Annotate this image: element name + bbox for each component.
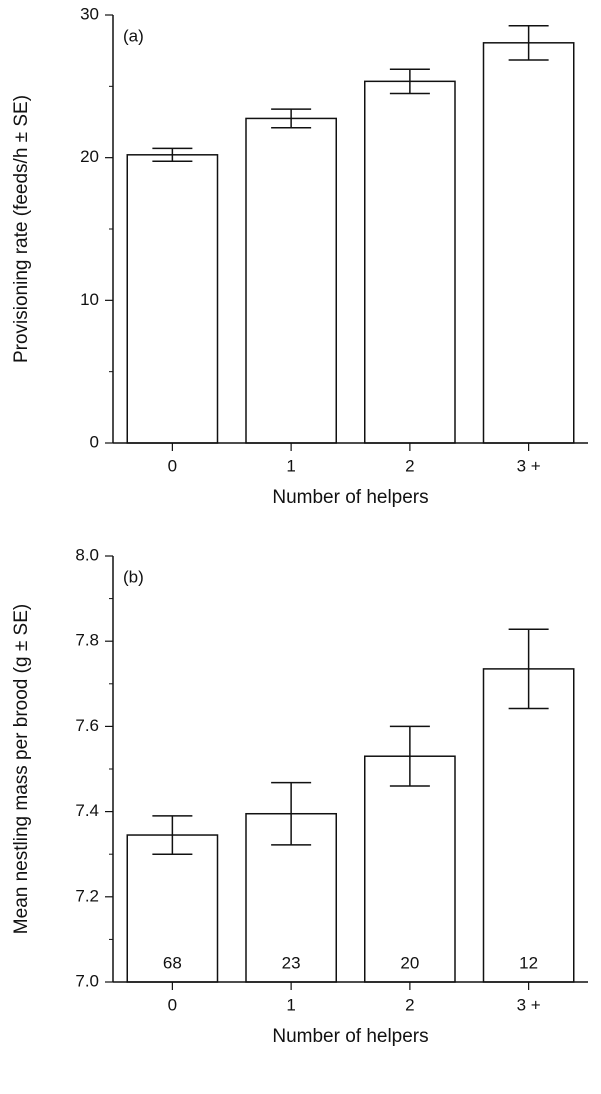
x-tick-label: 0 — [168, 456, 177, 475]
error-bar — [152, 815, 193, 855]
bar — [482, 668, 575, 983]
panel-label: (a) — [123, 26, 144, 45]
error-bar — [389, 68, 430, 95]
bar-annotation: 68 — [163, 953, 182, 972]
x-tick-label: 1 — [286, 995, 295, 1014]
error-bar — [152, 147, 193, 162]
bar — [482, 42, 575, 444]
bar-annotation: 20 — [400, 953, 419, 972]
x-axis-title: Number of helpers — [272, 1026, 428, 1047]
y-tick-label: 0 — [90, 432, 99, 451]
error-bar — [389, 725, 430, 787]
x-tick-label: 3 + — [517, 456, 541, 475]
bar-annotation: 12 — [519, 953, 538, 972]
bar — [245, 117, 337, 444]
y-tick-label: 20 — [80, 147, 99, 166]
x-tick-label: 0 — [168, 995, 177, 1014]
bar — [126, 154, 219, 444]
y-tick-label: 7.8 — [75, 631, 99, 650]
y-tick-label: 30 — [80, 4, 99, 23]
y-tick-label: 7.4 — [75, 801, 99, 820]
bar-annotation: 23 — [282, 953, 301, 972]
y-tick-label: 10 — [80, 290, 99, 309]
x-tick-label: 1 — [286, 456, 295, 475]
y-axis-title: Provisioning rate (feeds/h ± SE) — [11, 95, 32, 363]
error-bar — [271, 781, 312, 846]
x-axis-title: Number of helpers — [272, 487, 428, 508]
x-tick-label: 2 — [405, 995, 414, 1014]
error-bar — [508, 628, 549, 710]
y-tick-label: 7.2 — [75, 886, 99, 905]
bar — [364, 755, 456, 983]
y-tick-label: 7.0 — [75, 971, 99, 990]
x-tick-label: 3 + — [517, 995, 541, 1014]
bar — [364, 80, 456, 444]
error-bar — [508, 24, 549, 61]
error-bar — [271, 108, 312, 129]
y-axis-title: Mean nestling mass per brood (g ± SE) — [11, 604, 32, 934]
y-tick-label: 8.0 — [75, 545, 99, 564]
y-tick-label: 7.6 — [75, 716, 99, 735]
panel-label: (b) — [123, 567, 144, 586]
x-tick-label: 2 — [405, 456, 414, 475]
